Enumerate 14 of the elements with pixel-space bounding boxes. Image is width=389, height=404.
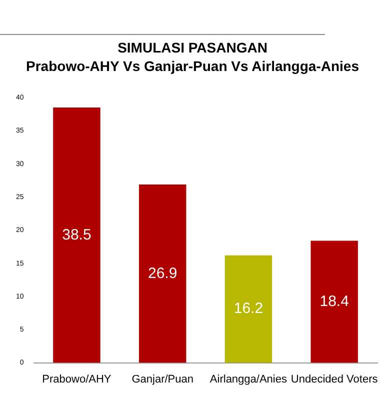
chart-subtitle: Prabowo-AHY Vs Ganjar-Puan Vs Airlangga-Anies bbox=[26, 58, 360, 74]
x-tick-label: Undecided Voters bbox=[290, 373, 378, 386]
bar bbox=[53, 108, 100, 363]
chart-title: SIMULASI PASANGAN bbox=[118, 39, 268, 56]
bar bbox=[138, 184, 186, 363]
x-tick-label: Airlangga/Anies bbox=[210, 373, 288, 386]
x-tick-label: Prabowo/AHY bbox=[42, 373, 112, 386]
bar bbox=[224, 255, 272, 363]
data-label: 26.9 bbox=[148, 264, 178, 282]
data-label: 38.5 bbox=[62, 226, 92, 244]
data-label: 18.4 bbox=[320, 292, 349, 310]
x-tick-label: Ganjar/Puan bbox=[132, 373, 194, 386]
data-label: 16.2 bbox=[234, 300, 264, 318]
bar bbox=[310, 240, 358, 363]
